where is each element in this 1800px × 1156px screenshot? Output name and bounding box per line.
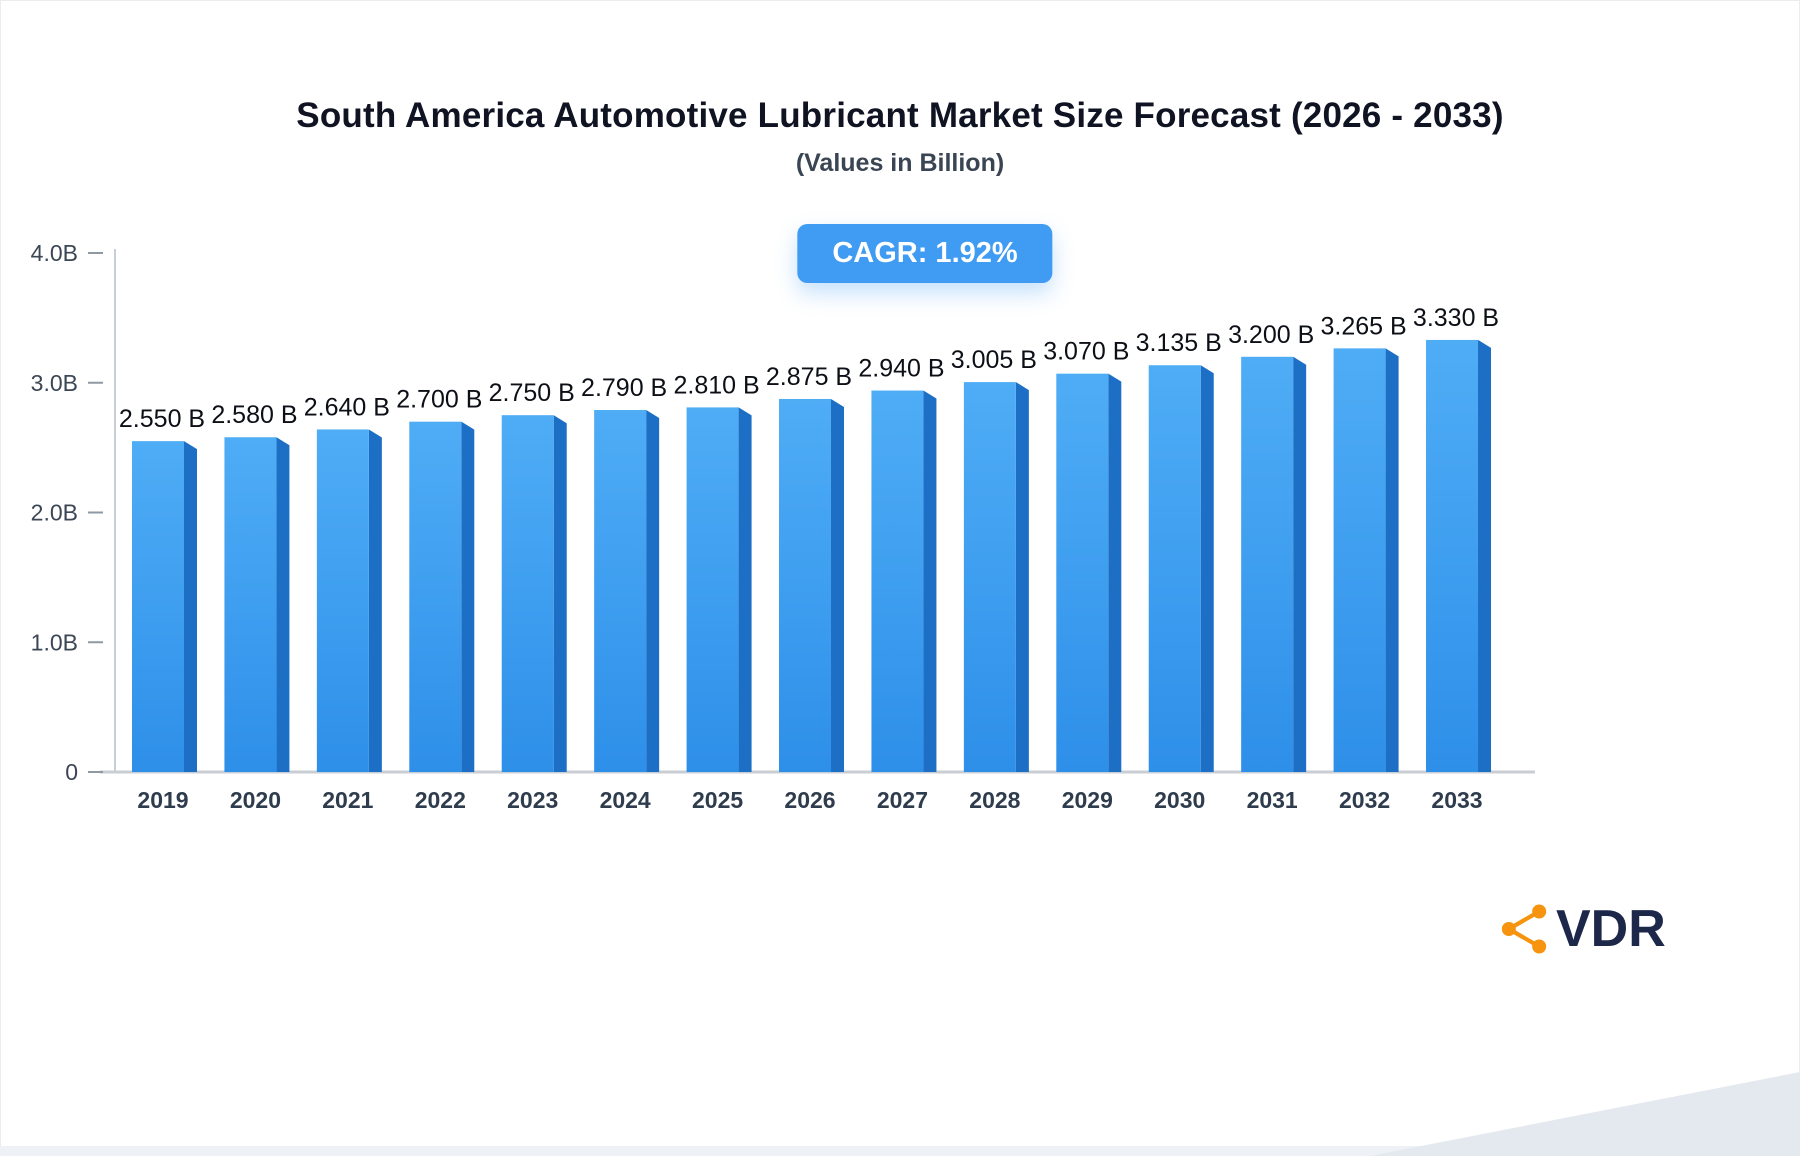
y-tick-label: 3.0B (31, 370, 78, 396)
bar-side-2021 (368, 429, 382, 772)
bar-value-label-2024: 2.790 B (581, 374, 667, 402)
share-network-icon (1501, 904, 1547, 954)
x-axis-label-2027: 2027 (877, 787, 928, 813)
bar-value-label-2022: 2.700 B (396, 386, 482, 414)
bar-side-2032 (1385, 348, 1399, 772)
brand-logo: VDR (1496, 899, 1666, 959)
y-tick-label: 4.0B (31, 240, 78, 266)
y-tick-label: 1.0B (31, 629, 78, 655)
bar-2028 (963, 382, 1016, 772)
bar-2019 (132, 441, 184, 772)
bar-2023 (501, 415, 554, 772)
x-axis-label-2019: 2019 (137, 787, 188, 813)
bar-side-2029 (1108, 373, 1122, 772)
bar-2029 (1056, 373, 1109, 772)
bar-value-label-2030: 3.135 B (1136, 329, 1222, 357)
x-axis-label-2022: 2022 (415, 787, 466, 813)
x-axis-label-2020: 2020 (230, 787, 281, 813)
x-axis-label-2024: 2024 (600, 787, 651, 813)
bar-value-label-2021: 2.640 B (304, 393, 390, 421)
bar-side-2025 (738, 407, 752, 772)
bar-2033 (1426, 339, 1479, 772)
bar-2020 (224, 437, 277, 772)
x-axis-label-2033: 2033 (1431, 787, 1482, 813)
y-tick-label: 2.0B (31, 500, 78, 526)
x-axis-label-2023: 2023 (507, 787, 558, 813)
bar-2031 (1241, 356, 1294, 772)
x-axis-label-2030: 2030 (1154, 787, 1205, 813)
bar-side-2027 (923, 390, 937, 772)
bar-value-label-2027: 2.940 B (858, 355, 944, 383)
x-axis-label-2021: 2021 (322, 787, 373, 813)
bar-value-label-2023: 2.750 B (489, 379, 575, 407)
bar-2021 (316, 429, 369, 772)
bar-2027 (871, 390, 924, 772)
bar-side-2019 (184, 441, 197, 772)
bar-side-2028 (1015, 382, 1029, 772)
bar-side-2020 (276, 437, 290, 772)
x-axis-label-2029: 2029 (1062, 787, 1113, 813)
bar-value-label-2019: 2.550 B (119, 405, 205, 433)
brand-logo-text: VDR (1556, 900, 1666, 958)
bar-side-2024 (646, 409, 660, 772)
y-tick-label: 0 (65, 759, 78, 785)
x-axis-label-2028: 2028 (969, 787, 1020, 813)
bar-2032 (1333, 348, 1386, 772)
bar-value-label-2033: 3.330 B (1413, 304, 1499, 332)
x-axis-label-2026: 2026 (784, 787, 835, 813)
bar-side-2026 (831, 398, 845, 772)
bar-side-2030 (1200, 365, 1214, 772)
bar-value-label-2025: 2.810 B (673, 371, 759, 399)
bar-2030 (1148, 365, 1201, 772)
bar-side-2022 (461, 421, 475, 772)
x-axis-label-2032: 2032 (1339, 787, 1390, 813)
x-axis-label-2031: 2031 (1247, 787, 1298, 813)
bar-value-label-2020: 2.580 B (211, 401, 297, 429)
bar-side-2023 (553, 415, 567, 772)
cagr-badge: CAGR: 1.92% (797, 224, 1053, 283)
bar-2025 (686, 407, 739, 772)
bottom-strip (0, 1146, 1800, 1156)
bar-side-2033 (1478, 339, 1492, 772)
bar-2026 (779, 398, 832, 772)
bar-value-label-2031: 3.200 B (1228, 321, 1314, 349)
bar-value-label-2032: 3.265 B (1320, 312, 1406, 340)
chart-subtitle: (Values in Billion) (795, 149, 1005, 177)
bar-value-label-2026: 2.875 B (766, 363, 852, 391)
bar-side-2031 (1293, 356, 1307, 772)
bar-value-label-2028: 3.005 B (951, 346, 1037, 374)
bar-value-label-2029: 3.070 B (1043, 338, 1129, 366)
bar-2022 (409, 421, 462, 772)
x-axis-label-2025: 2025 (692, 787, 743, 813)
bar-2024 (594, 409, 647, 772)
chart-title: South America Automotive Lubricant Marke… (296, 96, 1504, 135)
